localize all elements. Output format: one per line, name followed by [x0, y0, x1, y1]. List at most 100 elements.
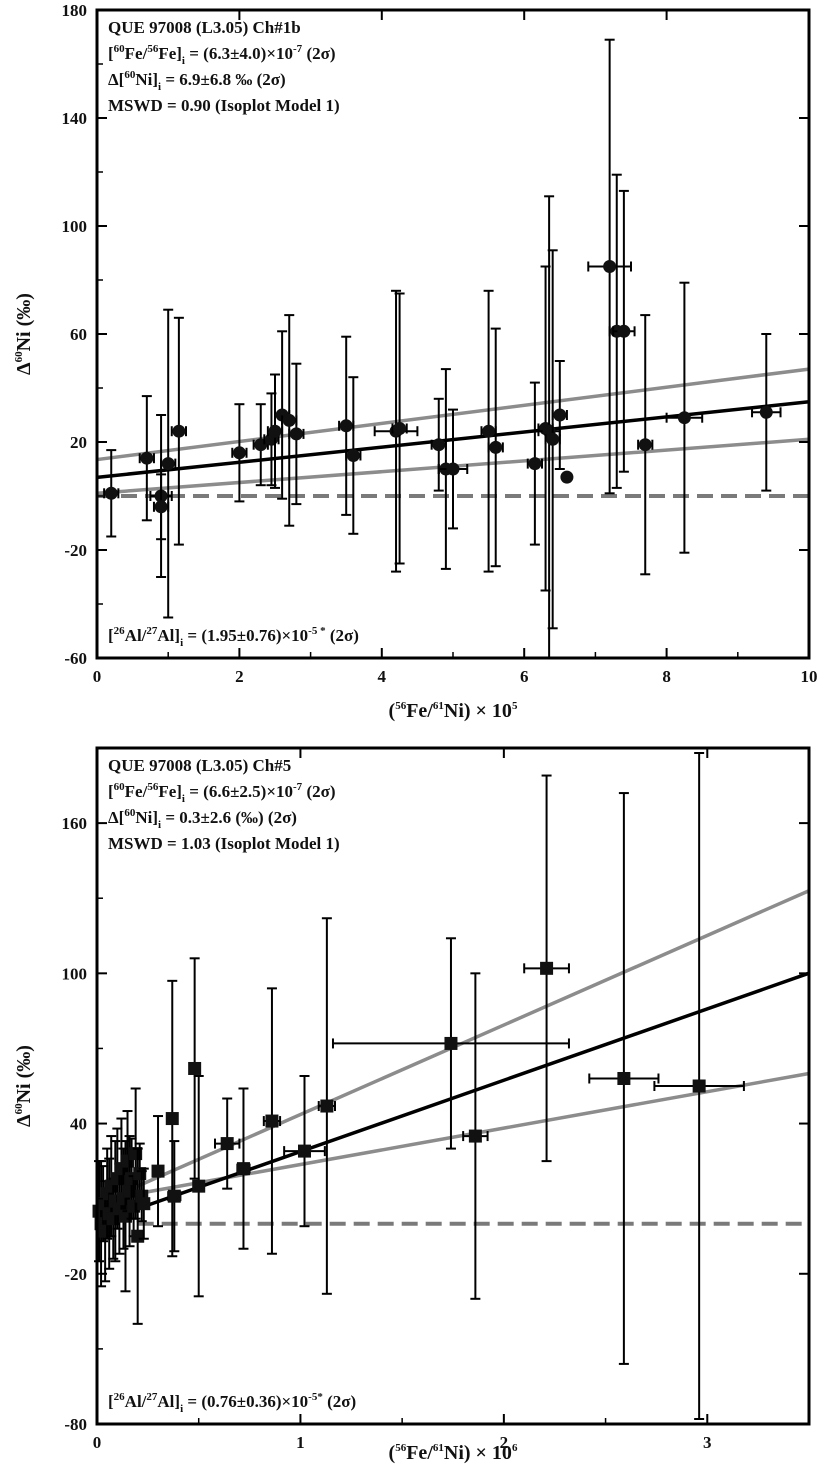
y-tick-label: 40 — [70, 1115, 87, 1134]
annotation-ni-initial: Δ[60Ni]i = 0.3±2.6 (‰) (2σ) — [108, 807, 297, 831]
data-point — [213, 1097, 241, 1190]
data-point — [544, 249, 561, 630]
data-point — [523, 774, 570, 1163]
point-marker — [167, 1189, 181, 1203]
point-marker — [137, 1197, 151, 1211]
point-marker — [220, 1137, 234, 1151]
data-point — [551, 360, 568, 470]
point-marker — [320, 1099, 334, 1113]
data-point — [138, 395, 155, 522]
x-tick-label: 3 — [703, 1433, 712, 1452]
data-point — [653, 752, 745, 1420]
data-point — [487, 327, 504, 568]
data-point — [252, 403, 269, 487]
chart-ch5: 0 1 2 3 -80 -20 40 100 160 QUE 97008 (L3.05) Ch#… — [13, 746, 811, 1464]
chart-ch1b: 0 2 4 6 8 10 -60 -20 20 60 100 140 180 QUE 97008 (L3… — [13, 1, 818, 722]
point-marker — [282, 413, 296, 427]
data-point — [263, 392, 280, 487]
data-point — [236, 1087, 251, 1250]
point-marker — [482, 424, 496, 438]
point-marker — [192, 1179, 206, 1193]
y-axis-label: Δ60Ni (‰) — [13, 1045, 35, 1127]
data-point — [283, 1074, 326, 1228]
tick-labels-group: 0 1 2 3 -80 -20 40 100 160 — [62, 814, 712, 1452]
plot-frame — [95, 8, 811, 660]
point-marker — [489, 440, 503, 454]
data-point — [274, 330, 291, 500]
point-marker — [339, 419, 353, 433]
y-tick-label: 100 — [62, 964, 88, 983]
data-point — [188, 957, 202, 1180]
point-marker — [161, 457, 175, 471]
x-tick-label: 0 — [93, 667, 102, 686]
y-tick-label: 140 — [62, 109, 88, 128]
point-marker — [393, 422, 407, 435]
data-point — [430, 397, 447, 492]
point-marker — [617, 1071, 631, 1085]
x-axis-label: (56Fe/61Ni) × 105 — [389, 700, 518, 722]
data-point — [391, 292, 408, 565]
x-tick-label: 1 — [296, 1433, 305, 1452]
point-marker — [759, 405, 773, 419]
point-marker — [603, 260, 617, 273]
point-marker — [540, 961, 554, 975]
annotation-al-ratio: [26Al/27Al]i = (1.95±0.76)×10-5 * (2σ) — [108, 625, 359, 649]
point-marker — [236, 1162, 250, 1176]
x-axis-label: (56Fe/61Ni) × 106 — [389, 1442, 518, 1464]
point-marker — [677, 411, 691, 425]
data-point — [665, 281, 704, 554]
y-tick-label: 180 — [62, 1, 88, 20]
data-points-group — [103, 38, 782, 659]
data-point — [588, 792, 660, 1365]
point-marker — [346, 449, 360, 462]
point-marker — [268, 424, 282, 438]
data-point — [560, 470, 574, 484]
point-marker — [432, 438, 446, 452]
annotation-mswd: MSWD = 1.03 (Isoplot Model 1) — [108, 834, 340, 853]
point-marker — [560, 470, 574, 484]
data-point — [137, 1167, 151, 1240]
point-marker — [468, 1129, 482, 1143]
annotation-title: QUE 97008 (L3.05) Ch#1b — [108, 18, 301, 37]
annotation-mswd: MSWD = 0.90 (Isoplot Model 1) — [108, 96, 340, 115]
y-axis-label: Δ60Ni (‰) — [13, 293, 35, 375]
point-marker — [165, 1112, 179, 1126]
data-point — [170, 316, 187, 546]
annotation-fe-ratio: [60Fe/56Fe]i = (6.3±4.0)×10-7 (2σ) — [108, 43, 336, 67]
x-tick-label: 2 — [500, 1433, 509, 1452]
x-tick-label: 4 — [378, 667, 387, 686]
data-point — [288, 362, 305, 506]
point-marker — [546, 432, 560, 446]
data-point — [526, 381, 543, 546]
point-marker — [553, 408, 567, 422]
data-point — [751, 333, 782, 492]
x-tick-label: 2 — [235, 667, 244, 686]
data-point — [103, 449, 120, 538]
point-marker — [446, 462, 460, 476]
y-tick-label: 160 — [62, 814, 88, 833]
annotation-title: QUE 97008 (L3.05) Ch#5 — [108, 756, 291, 775]
x-tick-label: 6 — [520, 667, 529, 686]
data-point — [331, 937, 570, 1150]
point-marker — [528, 457, 542, 471]
plot-frame — [95, 746, 811, 1426]
fit-envelope-group — [136, 889, 810, 1196]
data-point — [266, 373, 284, 489]
data-point — [338, 335, 355, 516]
annotation-fe-ratio: [60Fe/56Fe]i = (6.6±2.5)×10-7 (2σ) — [108, 781, 336, 805]
best-fit-line — [96, 971, 810, 1225]
x-tick-label: 10 — [801, 667, 818, 686]
point-marker — [692, 1079, 706, 1093]
data-point — [462, 972, 489, 1300]
data-point — [281, 314, 298, 527]
point-marker — [154, 500, 168, 514]
data-point — [345, 376, 362, 535]
data-point — [437, 408, 469, 530]
y-tick-label: 100 — [62, 217, 88, 236]
data-point — [167, 1140, 182, 1253]
x-tick-label: 0 — [93, 1433, 102, 1452]
data-points-group — [92, 752, 745, 1420]
point-marker — [232, 446, 246, 460]
data-point — [231, 403, 248, 503]
